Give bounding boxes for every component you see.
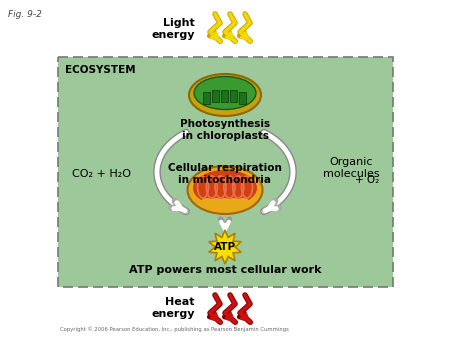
Text: Heat
energy: Heat energy (152, 297, 195, 319)
Ellipse shape (200, 198, 214, 208)
Text: ECOSYSTEM: ECOSYSTEM (65, 65, 135, 75)
Text: Light
energy: Light energy (152, 18, 195, 40)
FancyBboxPatch shape (221, 90, 228, 102)
Ellipse shape (227, 198, 241, 208)
Text: Fig. 9-2: Fig. 9-2 (8, 10, 42, 19)
FancyBboxPatch shape (58, 57, 393, 287)
Ellipse shape (189, 74, 261, 116)
Ellipse shape (193, 170, 257, 206)
Text: Photosynthesis
in chloroplasts: Photosynthesis in chloroplasts (180, 119, 270, 141)
Ellipse shape (218, 198, 232, 208)
Text: CO₂ + H₂O: CO₂ + H₂O (72, 169, 131, 179)
Text: Cellular respiration
in mitochondria: Cellular respiration in mitochondria (168, 163, 282, 185)
Text: ATP powers most cellular work: ATP powers most cellular work (129, 265, 321, 275)
Ellipse shape (194, 76, 256, 110)
Ellipse shape (236, 198, 250, 208)
Text: Copyright © 2006 Pearson Education, Inc., publishing as Pearson Benjamin Cumming: Copyright © 2006 Pearson Education, Inc.… (60, 327, 289, 332)
FancyBboxPatch shape (203, 92, 210, 104)
Ellipse shape (209, 198, 223, 208)
Text: + O₂: + O₂ (355, 175, 379, 185)
Text: Organic
molecules: Organic molecules (323, 157, 379, 179)
Text: ATP: ATP (214, 242, 236, 252)
Ellipse shape (188, 166, 262, 214)
FancyBboxPatch shape (239, 92, 246, 104)
Polygon shape (209, 230, 241, 264)
FancyBboxPatch shape (212, 90, 219, 102)
FancyBboxPatch shape (230, 90, 237, 102)
